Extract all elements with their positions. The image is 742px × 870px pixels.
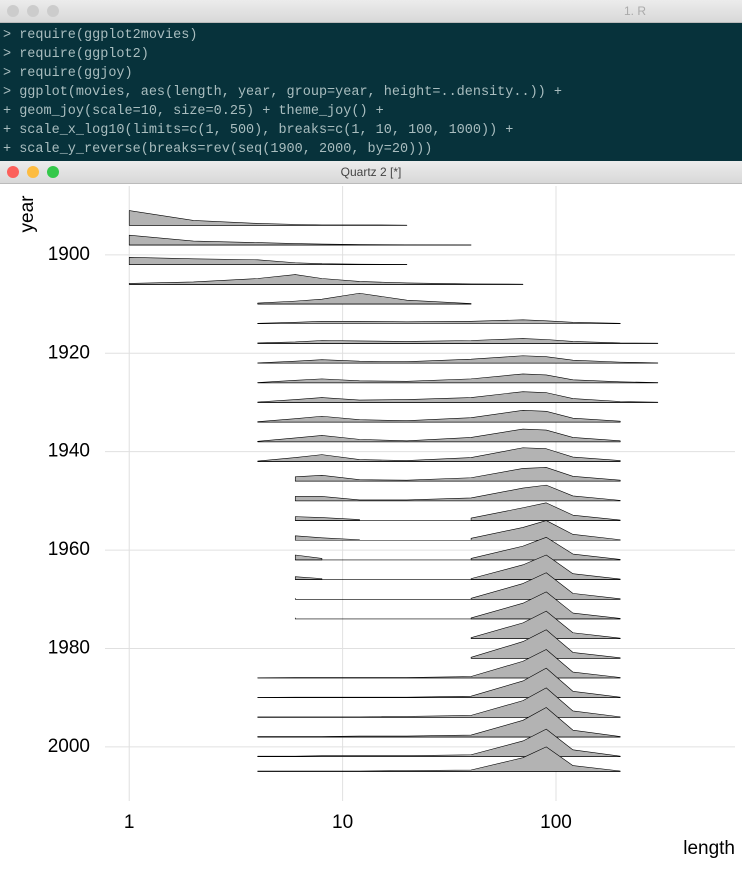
ridge [257, 687, 621, 718]
ridge [257, 338, 659, 344]
close-button[interactable] [7, 5, 19, 17]
ridge [257, 447, 621, 462]
ridge [257, 319, 621, 325]
terminal-titlebar: 1. R [0, 0, 742, 23]
terminal-title: 1. R [623, 4, 646, 18]
ridge [257, 355, 659, 364]
minimize-button[interactable] [27, 166, 39, 178]
close-button[interactable] [7, 166, 19, 178]
terminal-line: + scale_y_reverse(breaks=rev(seq(1900, 2… [3, 142, 433, 157]
ridge [257, 292, 472, 305]
ridge [128, 210, 408, 226]
y-tick-label: 1980 [48, 637, 90, 658]
plot-title: Quartz 2 [*] [340, 165, 402, 179]
ridge [128, 234, 472, 246]
y-tick-label: 1920 [48, 342, 90, 363]
ridge [294, 484, 621, 502]
plot-titlebar: Quartz 2 [*] [0, 161, 742, 184]
zoom-button[interactable] [47, 5, 59, 17]
y-tick-label: 1960 [48, 539, 90, 560]
x-axis-label: length [683, 838, 735, 859]
terminal-line: + scale_x_log10(limits=c(1, 500), breaks… [3, 123, 514, 138]
ridge [257, 373, 659, 384]
ridge [257, 428, 621, 443]
ridge [294, 520, 621, 541]
ridge [128, 274, 524, 285]
terminal-line: > require(ggjoy) [3, 66, 133, 81]
ridge [257, 728, 621, 758]
ridge [257, 410, 621, 423]
y-tick-label: 1940 [48, 441, 90, 462]
minimize-button[interactable] [27, 5, 39, 17]
x-tick-label: 1 [124, 812, 135, 833]
y-tick-label: 2000 [48, 736, 90, 757]
ridge [294, 467, 621, 482]
ridge [294, 502, 621, 521]
terminal-line: + geom_joy(scale=10, size=0.25) + theme_… [3, 104, 384, 119]
y-axis-label: year [17, 195, 38, 233]
terminal-line: > require(ggplot2) [3, 47, 149, 62]
ridge [257, 667, 621, 698]
ridge [294, 536, 621, 561]
x-tick-label: 100 [540, 812, 572, 833]
terminal-line: > require(ggplot2movies) [3, 28, 198, 43]
ridge [128, 257, 408, 266]
ridge [257, 746, 621, 772]
y-tick-label: 1900 [48, 244, 90, 265]
terminal-line: > ggplot(movies, aes(length, year, group… [3, 85, 562, 100]
x-tick-label: 10 [332, 812, 353, 833]
chart: year length 1900 1920 1940 1960 1980 2000 1 10 1… [17, 186, 735, 859]
ridge [257, 649, 621, 679]
ridge [257, 707, 621, 738]
zoom-button[interactable] [47, 166, 59, 178]
ridge [257, 391, 659, 403]
terminal: > require(ggplot2movies) > require(ggplot… [0, 23, 742, 161]
